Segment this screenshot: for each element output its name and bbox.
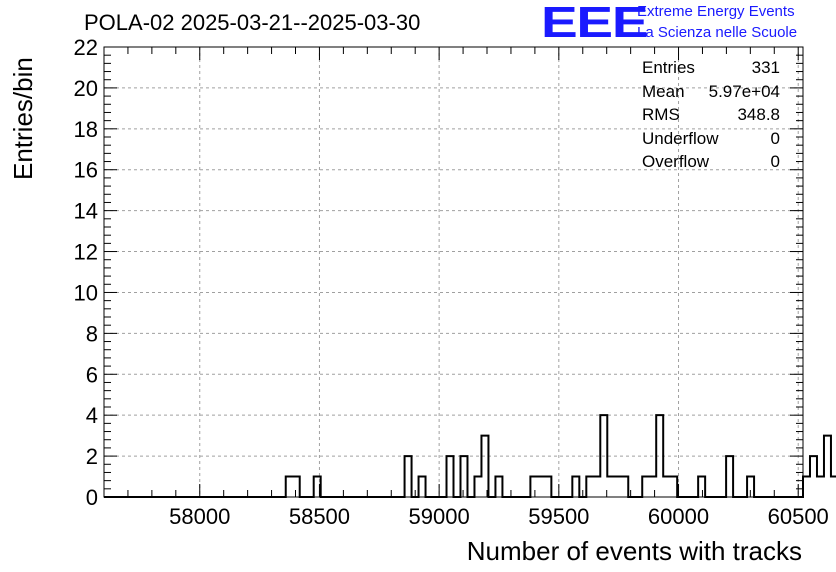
y-tick-label: 10 [74, 280, 98, 305]
x-tick-label: 60000 [648, 504, 709, 529]
x-tick-label: 59500 [528, 504, 589, 529]
stats-row-overflow: Overflow 0 [642, 152, 780, 176]
y-tick-label: 0 [86, 485, 98, 510]
x-tick-label: 58500 [289, 504, 350, 529]
stats-value: 0 [770, 128, 780, 148]
stats-row-mean: Mean 5.97e+04 [642, 82, 780, 106]
stats-row-underflow: Underflow 0 [642, 129, 780, 153]
y-tick-label: 20 [74, 76, 98, 101]
y-tick-label: 12 [74, 240, 98, 265]
x-tick-label: 59000 [409, 504, 470, 529]
stats-key: Overflow [642, 152, 710, 171]
y-axis-label: Entries/bin [8, 57, 38, 180]
y-tick-label: 16 [74, 158, 98, 183]
chart-title: POLA-02 2025-03-21--2025-03-30 [84, 10, 421, 35]
eee-logo-icon: EEE [541, 0, 649, 47]
y-tick-label: 4 [86, 403, 98, 428]
stats-value: 5.97e+04 [708, 81, 780, 101]
tick-labels: 58000 58500 59000 59500 60000 60500 0 2 4 6 8 10 12 1… [74, 35, 829, 529]
x-tick-label: 60500 [768, 504, 829, 529]
y-tick-label: 2 [86, 444, 98, 469]
y-tick-label: 22 [74, 35, 98, 60]
x-axis-label: Number of events with tracks [466, 536, 802, 566]
y-tick-label: 8 [86, 321, 98, 346]
histogram-bars [104, 414, 836, 498]
logo-line-2: La Scienza nelle Scuole [637, 24, 798, 41]
stats-value: 0 [770, 152, 780, 171]
x-tick-label: 58000 [169, 504, 230, 529]
logo-line-1: Extreme Energy Events [637, 3, 795, 20]
stats-key: Underflow [642, 128, 719, 148]
stats-value: 331 [751, 58, 780, 77]
y-tick-label: 18 [74, 117, 98, 142]
y-tick-label: 6 [86, 362, 98, 387]
stats-key: RMS [642, 105, 680, 124]
stats-box: Entries 331 Mean 5.97e+04 RMS 348.8 Unde… [642, 58, 780, 176]
stats-key: Entries [642, 58, 695, 77]
stats-row-rms: RMS 348.8 [642, 105, 780, 129]
plot-frame [103, 46, 804, 498]
y-tick-label: 14 [74, 199, 98, 224]
histogram-outline [104, 414, 836, 498]
stats-value: 348.8 [737, 105, 780, 124]
axes [103, 46, 804, 498]
stats-row-entries: Entries 331 [642, 58, 780, 82]
stats-key: Mean [642, 81, 685, 101]
